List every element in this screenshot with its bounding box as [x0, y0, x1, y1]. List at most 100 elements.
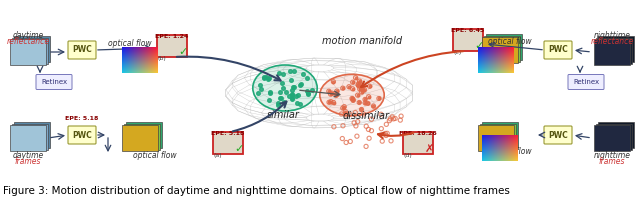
Point — [356, 90, 367, 94]
Text: Retinex: Retinex — [41, 79, 67, 85]
Text: Retinex: Retinex — [573, 79, 599, 85]
Point — [325, 92, 335, 96]
Bar — [598, 36, 634, 62]
Bar — [480, 124, 516, 149]
Point — [364, 95, 374, 98]
Point — [324, 90, 334, 93]
Bar — [12, 37, 48, 64]
Text: PWC: PWC — [548, 46, 568, 54]
Point — [279, 100, 289, 103]
Bar — [10, 39, 46, 65]
Bar — [403, 132, 433, 154]
Point — [336, 112, 346, 116]
FancyBboxPatch shape — [68, 126, 96, 144]
Bar — [122, 125, 158, 151]
Point — [377, 140, 387, 143]
Text: (c): (c) — [454, 50, 462, 55]
Bar — [213, 132, 243, 154]
Bar — [484, 35, 520, 62]
Point — [256, 87, 266, 90]
Point — [340, 110, 351, 113]
Point — [350, 111, 360, 114]
Point — [386, 139, 396, 142]
Point — [374, 97, 384, 100]
Point — [376, 127, 387, 130]
Point — [261, 76, 271, 79]
Text: daytime: daytime — [12, 151, 44, 161]
Point — [360, 98, 370, 101]
Bar — [14, 36, 50, 62]
Point — [341, 141, 351, 144]
Point — [348, 99, 358, 102]
Point — [348, 87, 358, 90]
Point — [329, 125, 339, 128]
Point — [348, 97, 358, 101]
Point — [352, 135, 362, 138]
Point — [351, 76, 361, 79]
Point — [364, 137, 374, 140]
Text: reflectance: reflectance — [591, 37, 634, 47]
Point — [292, 102, 302, 105]
Point — [349, 121, 359, 124]
Point — [338, 87, 348, 90]
Point — [273, 104, 284, 107]
Point — [338, 87, 348, 90]
Point — [344, 113, 355, 116]
Text: (b): (b) — [158, 56, 167, 61]
Point — [328, 80, 339, 83]
Point — [332, 93, 342, 96]
Text: frames: frames — [15, 157, 41, 167]
Point — [366, 129, 376, 132]
Text: EPE: 5.18: EPE: 5.18 — [65, 115, 99, 121]
Point — [326, 100, 336, 103]
Point — [347, 97, 357, 100]
Point — [381, 123, 392, 126]
Point — [381, 134, 391, 137]
Point — [264, 77, 275, 80]
Point — [324, 101, 334, 104]
Point — [354, 82, 364, 85]
Text: ✗: ✗ — [424, 144, 434, 154]
Point — [384, 119, 394, 122]
Bar — [12, 124, 48, 149]
Point — [278, 86, 288, 89]
Point — [276, 97, 286, 100]
Point — [385, 117, 396, 120]
Point — [326, 100, 336, 103]
Text: motion manifold: motion manifold — [322, 36, 402, 46]
Point — [355, 79, 365, 83]
Point — [361, 125, 371, 128]
Point — [298, 72, 308, 75]
Point — [302, 76, 312, 79]
Text: nighttime: nighttime — [593, 31, 630, 41]
Point — [295, 83, 305, 86]
Point — [287, 89, 297, 92]
Point — [363, 102, 373, 105]
Point — [338, 107, 348, 110]
Point — [348, 97, 358, 101]
Bar — [124, 124, 160, 149]
Point — [395, 119, 405, 122]
Point — [340, 113, 351, 116]
FancyBboxPatch shape — [36, 74, 72, 89]
Text: Figure 3: Motion distribution of daytime and nighttime domains. Optical flow of : Figure 3: Motion distribution of daytime… — [3, 186, 510, 196]
Point — [348, 99, 358, 102]
Point — [356, 108, 367, 111]
Bar — [486, 34, 522, 60]
Point — [365, 85, 375, 88]
Point — [288, 85, 298, 89]
FancyBboxPatch shape — [544, 41, 572, 59]
Bar — [482, 122, 518, 148]
Point — [265, 91, 275, 94]
Point — [291, 94, 301, 97]
Point — [339, 105, 349, 108]
Point — [266, 90, 276, 94]
Point — [358, 88, 368, 91]
Point — [253, 92, 263, 95]
Point — [332, 89, 342, 93]
Point — [366, 118, 376, 121]
Text: nighttime: nighttime — [593, 150, 630, 160]
Point — [325, 92, 335, 96]
Point — [287, 92, 297, 95]
Point — [340, 110, 351, 113]
